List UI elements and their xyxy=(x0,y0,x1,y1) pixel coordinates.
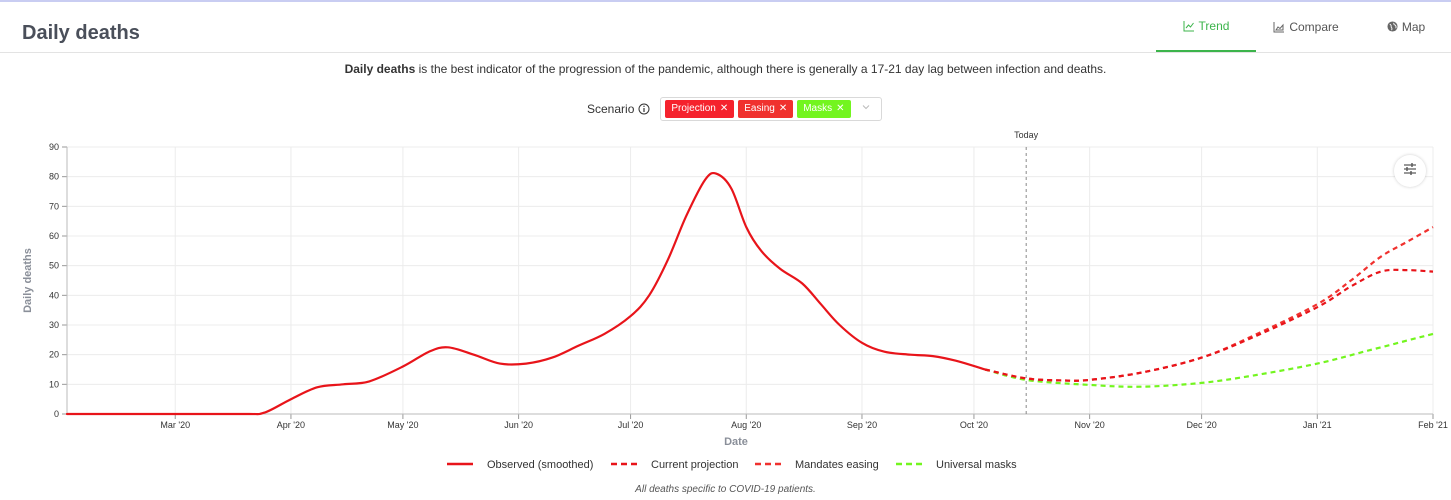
legend-label: Current projection xyxy=(651,459,738,471)
today-marker-label: Today xyxy=(1014,130,1039,140)
page-title: Daily deaths xyxy=(22,22,140,44)
legend-label: Universal masks xyxy=(936,459,1017,471)
area-chart-icon xyxy=(1273,21,1285,33)
x-tick-label: Sep '20 xyxy=(847,420,877,430)
y-tick-label: 10 xyxy=(49,379,59,389)
remove-icon[interactable]: ✕ xyxy=(719,103,729,114)
tab-compare[interactable]: Compare xyxy=(1256,2,1356,51)
legend-label: Observed (smoothed) xyxy=(487,459,593,471)
x-tick-label: Apr '20 xyxy=(277,420,305,430)
description-bold: Daily deaths xyxy=(344,62,416,76)
chart-description: Daily deaths is the best indicator of th… xyxy=(0,62,1451,76)
x-tick-label: Oct '20 xyxy=(960,420,988,430)
y-axis-title: Daily deaths xyxy=(22,248,34,313)
y-tick-label: 90 xyxy=(49,142,59,152)
scenario-multiselect[interactable]: Projection ✕ Easing ✕ Masks ✕ xyxy=(660,97,883,121)
y-tick-label: 50 xyxy=(49,261,59,271)
chip-label: Easing xyxy=(744,103,775,114)
scenario-chip-masks[interactable]: Masks ✕ xyxy=(797,100,851,118)
top-accent-bar xyxy=(0,0,1451,2)
y-tick-label: 80 xyxy=(49,172,59,182)
chip-label: Projection xyxy=(671,103,716,114)
x-tick-label: Jan '21 xyxy=(1303,420,1332,430)
chip-label: Masks xyxy=(803,103,833,114)
x-tick-label: Dec '20 xyxy=(1186,420,1216,430)
chart-footnote: All deaths specific to COVID-19 patients… xyxy=(635,484,816,495)
x-tick-label: Jun '20 xyxy=(504,420,533,430)
description-rest: is the best indicator of the progression… xyxy=(415,62,1107,76)
info-icon[interactable] xyxy=(638,103,650,115)
x-axis-title: Date xyxy=(724,436,748,448)
x-tick-label: Nov '20 xyxy=(1075,420,1105,430)
tab-trend[interactable]: Trend xyxy=(1156,2,1256,52)
series-line-universal-masks xyxy=(984,332,1434,388)
series-line-observed-smoothed xyxy=(65,171,987,416)
line-chart-icon xyxy=(1183,20,1195,32)
x-tick-label: May '20 xyxy=(387,420,418,430)
x-tick-label: Mar '20 xyxy=(160,420,190,430)
tab-compare-label: Compare xyxy=(1289,19,1339,34)
remove-icon[interactable]: ✕ xyxy=(836,103,845,114)
y-tick-label: 20 xyxy=(49,350,59,360)
y-tick-label: 70 xyxy=(49,201,59,211)
globe-icon xyxy=(1387,21,1398,32)
header: Daily deaths Trend Compare Map xyxy=(0,2,1451,53)
y-tick-label: 30 xyxy=(49,320,59,330)
legend-label: Mandates easing xyxy=(795,459,879,471)
scenario-chip-easing[interactable]: Easing ✕ xyxy=(738,100,794,118)
sliders-icon xyxy=(1403,162,1417,180)
tab-map[interactable]: Map xyxy=(1356,2,1451,51)
chevron-down-icon[interactable] xyxy=(861,102,871,115)
daily-deaths-chart: 0 10 20 30 40 50 60 70 80 90 Mar '20 Apr '20 May '20… xyxy=(22,130,1448,471)
tab-map-label: Map xyxy=(1401,19,1426,34)
y-tick-label: 60 xyxy=(49,231,59,241)
y-tick-label: 40 xyxy=(49,290,59,300)
remove-icon[interactable]: ✕ xyxy=(778,103,788,114)
x-tick-label: Aug '20 xyxy=(731,420,761,430)
scenario-chip-projection[interactable]: Projection ✕ xyxy=(665,100,735,118)
tab-trend-label: Trend xyxy=(1198,19,1230,33)
scenario-selector: Scenario Projection ✕ Easing ✕ Masks ✕ xyxy=(587,96,883,122)
series-line-mandates-easing xyxy=(984,226,1434,382)
x-tick-label: Feb '21 xyxy=(1418,420,1448,430)
x-tick-label: Jul '20 xyxy=(618,420,644,430)
chart-settings-button[interactable] xyxy=(1394,155,1426,187)
scenario-label: Scenario xyxy=(587,102,635,116)
y-tick-label: 0 xyxy=(54,409,59,419)
